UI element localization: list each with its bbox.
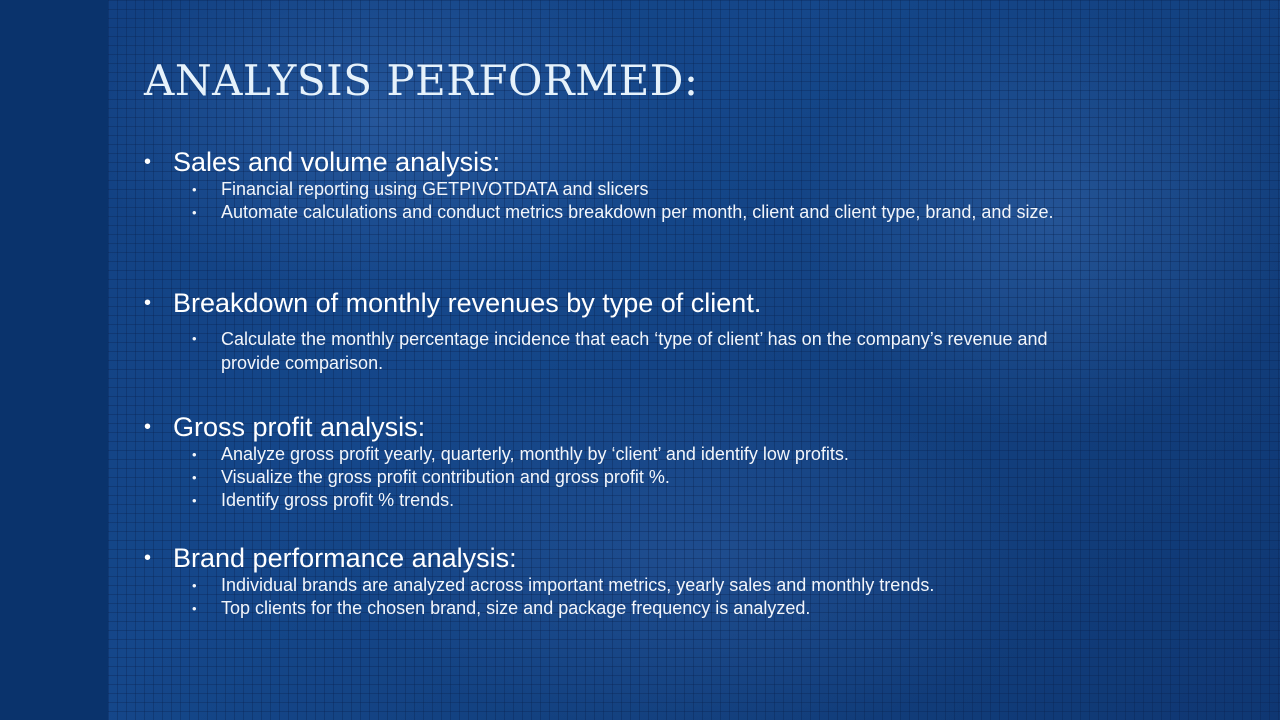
list-item: • Calculate the monthly percentage incid…	[144, 327, 1084, 375]
list-item: • Identify gross profit % trends.	[144, 489, 1084, 512]
section-sales-volume: • Sales and volume analysis: • Financial…	[144, 146, 1084, 224]
bullet-dot: •	[192, 470, 197, 485]
bullet-dot: •	[144, 547, 152, 569]
bullet-dot: •	[192, 182, 197, 197]
item-text: Calculate the monthly percentage inciden…	[221, 329, 1048, 373]
bullet-dot: •	[144, 292, 152, 314]
bullet-dot: •	[192, 205, 197, 220]
item-text: Individual brands are analyzed across im…	[221, 575, 935, 595]
item-text: Identify gross profit % trends.	[221, 490, 455, 510]
item-text: Automate calculations and conduct metric…	[221, 202, 1054, 222]
section-gross-profit: • Gross profit analysis: • Analyze gross…	[144, 411, 1084, 512]
heading-text: Breakdown of monthly revenues by type of…	[173, 288, 762, 318]
heading-text: Gross profit analysis:	[173, 412, 426, 442]
heading-text: Brand performance analysis:	[173, 543, 517, 573]
list-item: • Automate calculations and conduct metr…	[144, 201, 1084, 224]
bullet-dot: •	[192, 601, 197, 616]
section-heading: • Brand performance analysis:	[144, 542, 1084, 574]
list-item: • Analyze gross profit yearly, quarterly…	[144, 443, 1084, 466]
slide-title: ANALYSIS PERFORMED:	[144, 56, 699, 105]
list-item: • Financial reporting using GETPIVOTDATA…	[144, 178, 1084, 201]
bullet-dot: •	[192, 493, 197, 508]
bullet-dot: •	[192, 578, 197, 593]
heading-text: Sales and volume analysis:	[173, 147, 501, 177]
list-item: • Individual brands are analyzed across …	[144, 574, 1084, 597]
item-text: Visualize the gross profit contribution …	[221, 467, 670, 487]
bullet-dot: •	[144, 151, 152, 173]
section-heading: • Breakdown of monthly revenues by type …	[144, 287, 1084, 319]
list-item: • Visualize the gross profit contributio…	[144, 466, 1084, 489]
left-band	[0, 0, 108, 720]
section-brand-performance: • Brand performance analysis: • Individu…	[144, 542, 1084, 620]
section-heading: • Gross profit analysis:	[144, 411, 1084, 443]
item-text: Analyze gross profit yearly, quarterly, …	[221, 444, 849, 464]
bullet-dot: •	[192, 331, 197, 346]
item-text: Financial reporting using GETPIVOTDATA a…	[221, 179, 649, 199]
bullet-dot: •	[192, 447, 197, 462]
section-heading: • Sales and volume analysis:	[144, 146, 1084, 178]
item-text: Top clients for the chosen brand, size a…	[221, 598, 811, 618]
section-monthly-revenues: • Breakdown of monthly revenues by type …	[144, 287, 1084, 375]
list-item: • Top clients for the chosen brand, size…	[144, 597, 1084, 620]
bullet-dot: •	[144, 416, 152, 438]
